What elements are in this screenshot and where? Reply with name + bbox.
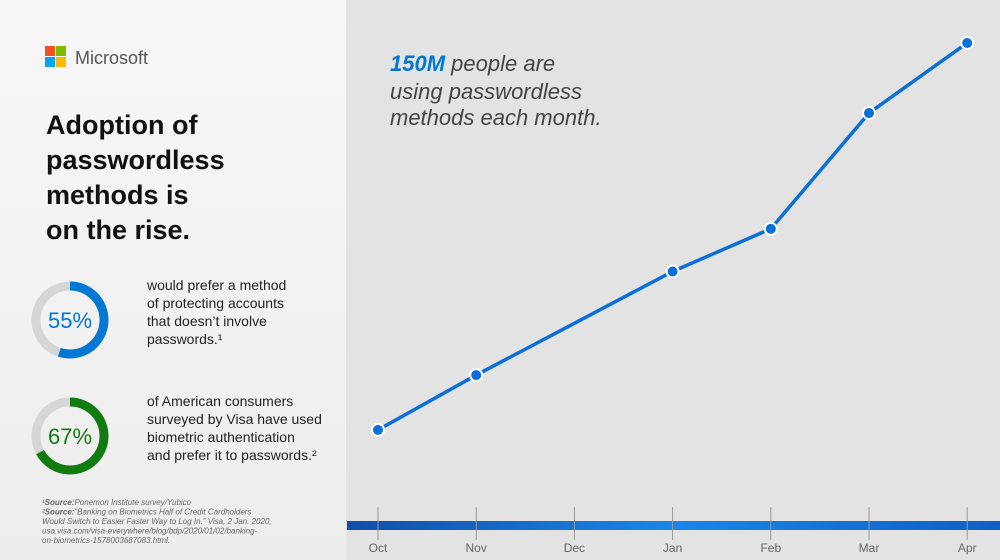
- footnote-source: Source:: [45, 508, 75, 517]
- headline: passwordless: [46, 145, 225, 175]
- footnote: ¹Source:Ponemon Institute survey/Yubico: [42, 498, 192, 507]
- x-tick-label: Dec: [564, 541, 585, 555]
- axis-bar: [347, 521, 1000, 530]
- stat-text: that doesn’t involve: [147, 313, 267, 329]
- point: [371, 422, 385, 437]
- footnote-text: Would Switch to Easier Faster Way to Log…: [42, 517, 272, 526]
- stat-text: and prefer it to passwords.²: [147, 447, 317, 463]
- stat-text: biometric authentication: [147, 429, 295, 445]
- footnote-source: Source:: [45, 498, 75, 507]
- headline: Adoption of: [46, 110, 198, 140]
- headline: on the rise.: [46, 215, 190, 245]
- x-tick-label: Feb: [760, 541, 781, 555]
- annotation: methods each month.: [390, 105, 602, 130]
- annotation: using passwordless: [390, 79, 582, 104]
- stat-text: passwords.¹: [147, 331, 223, 347]
- footnote-marker: ¹: [42, 498, 45, 507]
- footnote: ²Source:“Banking on Biometrics Half of C…: [42, 508, 251, 517]
- brand: Microsoft: [75, 48, 148, 68]
- x-tick-label: Mar: [859, 541, 880, 555]
- stat-text: would prefer a method: [146, 277, 286, 293]
- footnote: usa.visa.com/visa-everywhere/blog/bdp/20…: [42, 527, 258, 536]
- x-tick-label: Jan: [663, 541, 682, 555]
- point: [960, 35, 975, 50]
- logo-square: [56, 46, 66, 56]
- annotation: 150M people are: [390, 51, 555, 76]
- footnote-marker: ²: [42, 508, 45, 517]
- footnote-text: on-biometrics-1578003687083.html.: [42, 536, 170, 545]
- footnote-text: Ponemon Institute survey/Yubico: [74, 498, 191, 507]
- stat-text: surveyed by Visa have used: [147, 411, 322, 427]
- donut-arc: [31, 281, 109, 359]
- stat-label: 55%: [48, 308, 92, 333]
- point: [862, 106, 876, 121]
- headline: methods is: [46, 180, 189, 210]
- annotation-highlight: 150M: [390, 51, 446, 76]
- right-panel: [346, 0, 1000, 560]
- annotation-text: people are: [445, 51, 555, 76]
- footnote-text: “Banking on Biometrics Half of Credit Ca…: [74, 508, 251, 517]
- point: [763, 221, 778, 236]
- point: [469, 368, 484, 383]
- point: [665, 264, 680, 279]
- logo-square: [45, 57, 55, 67]
- donut-arc: [31, 397, 109, 475]
- footnote: on-biometrics-1578003687083.html.: [42, 536, 170, 545]
- stat-text: of American consumers: [147, 393, 293, 409]
- logo-square: [56, 57, 66, 67]
- x-tick-label: Oct: [369, 541, 388, 555]
- x-tick-label: Apr: [958, 541, 977, 555]
- logo-square: [45, 46, 55, 56]
- stat-text: of protecting accounts: [147, 295, 284, 311]
- x-tick-label: Nov: [466, 541, 487, 555]
- stat-label: 67%: [48, 424, 92, 449]
- footnote: Would Switch to Easier Faster Way to Log…: [42, 517, 272, 526]
- footnote-text: usa.visa.com/visa-everywhere/blog/bdp/20…: [42, 527, 258, 536]
- logo: Microsoft: [45, 46, 148, 68]
